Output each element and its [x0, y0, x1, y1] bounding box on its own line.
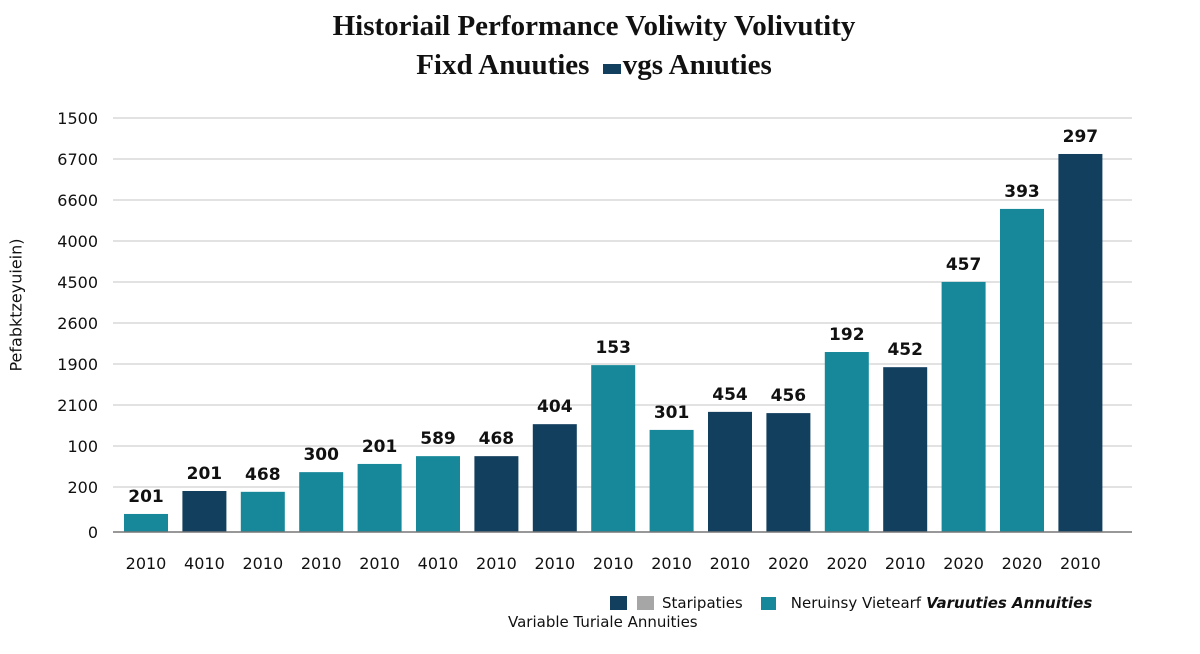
x-tick-label: 2010: [651, 554, 692, 573]
legend-item-2: Neruinsy Vietearf: [790, 594, 922, 612]
x-tick-label: 2010: [359, 554, 400, 573]
data-label: 589: [420, 429, 456, 449]
legend-item-1: Staripaties: [662, 594, 743, 612]
data-label: 201: [128, 487, 164, 507]
x-tick-label: 2010: [593, 554, 634, 573]
bar: [1000, 208, 1044, 533]
x-tick-label: 4010: [184, 554, 225, 573]
bar: [591, 365, 636, 532]
y-tick-label: 1900: [57, 355, 98, 374]
data-label: 452: [887, 340, 923, 360]
bar: [182, 491, 227, 532]
data-label: 454: [712, 385, 748, 405]
data-label: 297: [1063, 127, 1099, 147]
bar: [1058, 153, 1103, 533]
x-tick-label: 4010: [418, 554, 459, 573]
x-tick-label: 2020: [826, 554, 867, 573]
subtitle-right: vgs Anıuties: [622, 49, 772, 81]
legend-swatch-dark: [610, 596, 627, 610]
bar: [124, 513, 168, 532]
x-tick-label: 2010: [242, 554, 283, 573]
chart-subtitle: Fixd Anuuties vgs Anıuties: [0, 49, 1194, 82]
y-tick-label: 6700: [57, 150, 98, 169]
data-label: 468: [245, 465, 281, 485]
data-label: 153: [595, 338, 631, 358]
x-tick-label: 2020: [1002, 554, 1043, 573]
y-tick-label: 4500: [57, 273, 98, 292]
legend-swatch-gray: [637, 596, 654, 610]
data-label: 468: [479, 429, 515, 449]
bar: [941, 281, 986, 532]
bar: [357, 463, 402, 532]
y-tick-label: 4000: [57, 232, 98, 251]
x-tick-label: 2010: [126, 554, 167, 573]
data-label: 393: [1004, 182, 1040, 202]
bar: [824, 352, 869, 532]
y-tick-label: 2600: [57, 314, 98, 333]
x-tick-label: 2020: [943, 554, 984, 573]
x-tick-label: 2010: [885, 554, 926, 573]
bar: [708, 411, 752, 532]
data-label: 192: [829, 325, 865, 345]
legend: Staripaties Neruinsy Vietearf Varuuties …: [610, 594, 1092, 612]
data-label: 301: [654, 403, 690, 423]
x-tick-label: 2010: [476, 554, 517, 573]
data-label: 201: [187, 464, 223, 484]
data-label: 300: [303, 445, 339, 465]
y-tick-label: 100: [67, 437, 98, 456]
subtitle-swatch: [602, 64, 621, 74]
x-tick-label: 2010: [534, 554, 575, 573]
bar: [240, 491, 285, 532]
bar: [766, 413, 811, 532]
bar: [299, 472, 344, 532]
legend-item-2-bold: Varuuties Annuities: [926, 594, 1093, 612]
x-tick-label: 2020: [768, 554, 809, 573]
bar: [649, 429, 694, 532]
y-tick-label: 1500: [57, 109, 98, 128]
bar: [474, 456, 519, 532]
data-label: 457: [946, 255, 982, 275]
y-tick-label: 2100: [57, 396, 98, 415]
data-label: 456: [771, 386, 807, 406]
y-tick-label: 200: [67, 478, 98, 497]
bar: [416, 456, 460, 532]
y-tick-label: 6600: [57, 191, 98, 210]
bar: [532, 424, 577, 532]
y-tick-label: 0: [88, 523, 98, 542]
subtitle-left: Fixd Anuuties: [416, 49, 590, 81]
legend-line-2: Variable Turiale Annuities: [508, 613, 698, 631]
bar: [883, 367, 928, 532]
data-label: 201: [362, 437, 398, 457]
x-tick-label: 2010: [301, 554, 342, 573]
data-label: 404: [537, 397, 573, 417]
chart-title: Historiail Performance Voliwity Volivuti…: [332, 10, 856, 42]
legend-swatch-teal: [760, 596, 776, 610]
x-tick-label: 2010: [1060, 554, 1101, 573]
x-tick-label: 2010: [710, 554, 751, 573]
